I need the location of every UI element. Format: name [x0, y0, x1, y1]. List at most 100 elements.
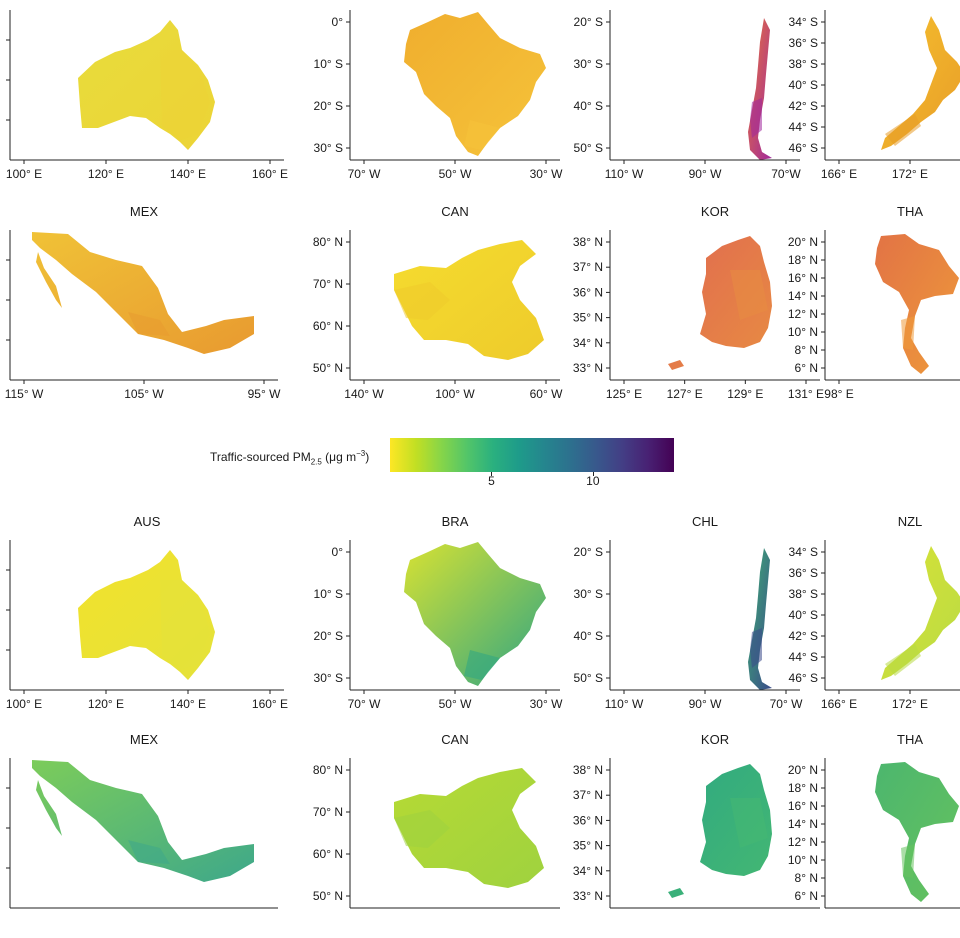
x-tick-label: 90° W	[689, 697, 722, 711]
panel-title: CAN	[441, 204, 469, 219]
x-tick-label: 30° W	[530, 167, 563, 181]
country-shape-chl	[748, 548, 772, 690]
panel-title: KOR	[700, 204, 730, 219]
y-tick-label: 44° S	[789, 650, 818, 664]
panel-title: THA	[897, 204, 923, 219]
y-tick-label: 42° S	[789, 629, 818, 643]
bottom_panels-panel-aus: AUS 100° E 120° E 140° E 160° E	[6, 514, 288, 720]
y-tick-label: 40° S	[574, 629, 603, 643]
y-tick-label: 50° N	[313, 361, 343, 375]
y-tick-label: 18° N	[788, 253, 818, 267]
x-tick-label: 90° W	[689, 167, 722, 181]
x-tick-label: 172° E	[892, 697, 928, 711]
y-tick-label: 20° S	[314, 629, 343, 643]
y-tick-label: 14° N	[788, 817, 818, 831]
map-svg: 98° E104° E20° N18° N16° N14° N12° N10° …	[788, 230, 960, 401]
country-shape-mex	[32, 760, 254, 882]
y-tick-label: 20° N	[788, 235, 818, 249]
y-tick-label: 80° N	[313, 235, 343, 249]
panel-title: AUS	[133, 514, 161, 529]
x-tick-label: 127° E	[667, 387, 703, 401]
y-tick-label: 42° S	[789, 99, 818, 113]
y-tick-label: 10° S	[314, 57, 343, 71]
map-svg: 110° W 90° W 70°W 20° S 30° S 40° S 50° S	[574, 10, 801, 181]
x-tick-label: 60° W	[530, 387, 563, 401]
panel-title: MEX	[129, 204, 159, 219]
concentration-hotspot	[464, 120, 500, 150]
y-tick-label: 14° N	[788, 289, 818, 303]
x-tick-label: 125° E	[606, 387, 642, 401]
country-shape-nzl	[881, 16, 960, 150]
y-tick-label: 20° S	[574, 15, 603, 29]
x-tick-label: 131° E	[788, 387, 824, 401]
y-tick-label: 40° S	[574, 99, 603, 113]
y-tick-label: 30° S	[314, 671, 343, 685]
bottom_panels-panel-can: CAN 80° N 70° N 60° N 50° N	[305, 732, 560, 938]
panel-title: KOR	[700, 732, 730, 747]
map-svg: 100° E 120° E 140° E 160° E	[6, 540, 288, 711]
y-tick-label: 6° N	[795, 889, 818, 903]
concentration-hotspot	[394, 282, 450, 320]
y-tick-label: 44° S	[789, 120, 818, 134]
y-tick-label: 10° N	[788, 325, 818, 339]
legend-tick-label: 10	[586, 474, 600, 488]
concentration-hotspot	[901, 316, 915, 350]
panel-title: CHL	[691, 514, 719, 529]
panel-title: MEX	[129, 732, 159, 747]
y-tick-label: 37° N	[573, 788, 603, 802]
concentration-hotspot	[750, 98, 762, 138]
country-shape-can	[394, 240, 544, 360]
y-tick-label: 40° S	[789, 608, 818, 622]
map-svg: 38° N 37° N 36° N 35° N 34° N 33° N	[573, 758, 820, 909]
map-svg: 140° W 100° W 60° W 80° N 70° N 60° N 50° N	[313, 230, 563, 401]
concentration-hotspot	[464, 650, 500, 680]
y-tick-label: 10° N	[788, 853, 818, 867]
bottom_panels-panel-tha: THA 20° N 18° N 16° N 14° N 12° N 10° N 8° N 6° …	[780, 732, 960, 938]
concentration-hotspot	[160, 580, 210, 670]
x-tick-label: 129° E	[727, 387, 763, 401]
country-shape-bra	[404, 542, 546, 686]
concentration-hotspot	[885, 114, 921, 146]
y-tick-label: 40° S	[789, 78, 818, 92]
country-shape-mex	[32, 232, 254, 354]
y-tick-label: 33° N	[573, 889, 603, 903]
map-svg: 70° W 50° W 30° W 0° 10° S 20° S 30° S	[314, 540, 563, 711]
y-tick-label: 33° N	[573, 361, 603, 375]
y-tick-label: 34° S	[789, 545, 818, 559]
y-tick-label: 70° N	[313, 277, 343, 291]
y-tick-label: 70° N	[313, 805, 343, 819]
x-tick-label: 98° E	[824, 387, 853, 401]
y-tick-label: 16° N	[788, 271, 818, 285]
top_panels-panel-kor: KOR 125° E 127° E 129° E 131° E 38° N 37° N 36°…	[565, 204, 824, 410]
map-svg: 20° N 18° N 16° N 14° N 12° N 10° N 8° N 6° N	[788, 758, 960, 909]
concentration-hotspot	[128, 840, 170, 864]
bottom_panels-panel-bra: BRA 70° W 50° W 30° W 0° 10° S 20° S 30° S	[305, 514, 564, 720]
y-tick-label: 50° N	[313, 889, 343, 903]
x-tick-label: 50° W	[439, 697, 472, 711]
x-tick-label: 105° W	[124, 387, 164, 401]
x-tick-label: 70° W	[770, 697, 803, 711]
x-tick-label: 70° W	[348, 167, 381, 181]
x-tick-label: 100° E	[6, 697, 42, 711]
concentration-hotspot	[750, 628, 762, 668]
map-svg: 100° E 120° E 140° E 160° E	[6, 10, 288, 181]
x-tick-label: 160° E	[252, 167, 288, 181]
country-shape-kor	[668, 764, 772, 898]
country-shape-can	[394, 768, 544, 888]
y-tick-label: 46° S	[789, 671, 818, 685]
x-tick-label: 166° E	[821, 167, 857, 181]
concentration-hotspot	[394, 810, 450, 848]
y-tick-label: 36° S	[789, 566, 818, 580]
map-svg	[6, 758, 278, 909]
y-tick-label: 80° N	[313, 763, 343, 777]
x-tick-label: 140° E	[170, 167, 206, 181]
y-tick-label: 6° N	[795, 361, 818, 375]
legend-title: Traffic-sourced PM2.5 (μg m−3)	[210, 449, 370, 467]
x-tick-label: 115° W	[5, 387, 44, 401]
y-tick-label: 34° N	[573, 864, 603, 878]
x-tick-label: 110° W	[605, 167, 644, 181]
x-tick-label: 110° W	[605, 697, 644, 711]
concentration-hotspot	[160, 50, 210, 140]
